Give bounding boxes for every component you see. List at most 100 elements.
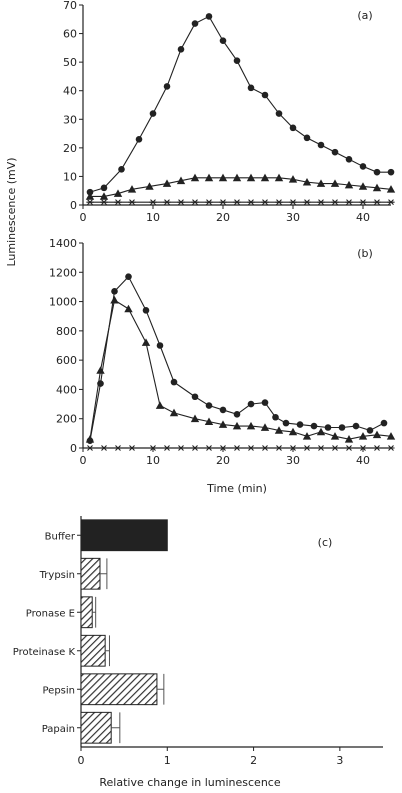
panel-b-y-tick-label: 0 xyxy=(70,442,77,455)
panel-c-error-bar xyxy=(111,712,121,744)
panel-a-series-triangle-point xyxy=(232,173,242,182)
panel-a-series-circle-point xyxy=(247,84,255,92)
panel-c-error-bar xyxy=(92,596,97,628)
panel-a-series-triangle-point xyxy=(344,180,354,189)
panel-a-series-triangle-point xyxy=(190,173,200,182)
panel-a-series-circle-point xyxy=(163,83,171,90)
panel-a-series-circle-point xyxy=(205,13,213,20)
panel-c-bar xyxy=(80,596,93,629)
panel-b-x-tick-label: 30 xyxy=(286,454,300,467)
panel-b-series-star-point xyxy=(128,445,136,451)
panel-b-series-triangle-point xyxy=(232,421,242,430)
panel-a-series-star-point xyxy=(205,199,213,206)
panel-a-series-star-point xyxy=(100,199,108,206)
panel-c-category-label: Pepsin xyxy=(43,685,76,696)
panel-b-series-triangle-point xyxy=(204,417,214,426)
panel-b-series-circle-point xyxy=(233,411,241,418)
panel-b-series-circle-point xyxy=(352,422,360,430)
panel-b-series-circle-line xyxy=(89,275,385,441)
panel-a-series-triangle-point xyxy=(113,189,123,197)
panel-c-x-tick-label: 1 xyxy=(164,754,171,767)
panel-b-series-star-point xyxy=(86,445,94,451)
panel-a-series-triangle-line xyxy=(90,177,392,197)
panel-a-y-tick-label: 20 xyxy=(63,142,77,155)
panel-a-series-circle-point xyxy=(219,37,227,45)
panel-a-series-star-point xyxy=(114,199,122,206)
panel-c-bar xyxy=(80,519,168,552)
panel-a-series-triangle-point xyxy=(85,192,95,200)
panel-b-x-tick-label: 40 xyxy=(356,454,370,467)
panel-a-y-tick-label: 40 xyxy=(63,85,77,98)
panel-b-series-circle-point xyxy=(261,399,269,406)
panel-c-error-bar xyxy=(99,558,108,590)
panel-b-series-triangle-point xyxy=(190,414,200,423)
panel-a-series-triangle-point xyxy=(246,173,256,182)
panel-a-series-star-point xyxy=(191,199,199,206)
panel-c-bar xyxy=(80,711,112,744)
panel-b-series-triangle-line xyxy=(89,299,392,440)
panel-b-x-tick-label: 0 xyxy=(80,454,87,467)
panel-a-series-circle-point xyxy=(261,91,269,99)
panel-b-series-circle-point xyxy=(272,413,279,421)
panel-b-series-circle-point xyxy=(324,424,332,431)
panel-b-series-star-point xyxy=(191,445,199,451)
panel-a-series-circle-point xyxy=(191,20,199,27)
panel-a-series-triangle-point xyxy=(316,179,326,187)
panel-c-bar xyxy=(80,673,158,706)
panel-b-x-tick-label: 20 xyxy=(216,454,230,467)
panel-b-series-star-point xyxy=(205,445,213,451)
panel-a-series-triangle-point xyxy=(204,173,214,182)
panel-b-panel-label: (b) xyxy=(357,247,373,260)
panel-a-series-star-point xyxy=(289,199,297,206)
panel-b-series-star-point xyxy=(359,445,367,451)
panel-b-series-triangle-point xyxy=(288,427,298,436)
panel-b-series-circle-point xyxy=(310,422,318,430)
panel-a-series-circle-point xyxy=(387,168,395,176)
panel-b-series-circle-point xyxy=(205,402,213,409)
panel-a-panel-label: (a) xyxy=(357,9,372,22)
panel-a-y-tick-label: 0 xyxy=(70,199,77,212)
panel-b-series-circle-point xyxy=(366,427,374,434)
panel-a-series-star-point xyxy=(303,199,311,206)
panel-c-x-tick-label: 2 xyxy=(250,754,257,767)
panel-b-series-triangle-point xyxy=(274,426,284,434)
panel-a-series-triangle-point xyxy=(218,173,228,182)
panel-b-series-star-point xyxy=(345,445,353,451)
panel-a-series-triangle-point xyxy=(127,185,137,193)
panel-a-x-tick-label: 0 xyxy=(80,211,87,224)
panel-b-series-triangle-point xyxy=(169,408,179,417)
panel-b-series-triangle-point xyxy=(316,427,326,436)
panel-a-series-circle-point xyxy=(289,124,297,132)
panel-c-chart: 0 1 2 3 Buffer Trypsin Pronase E Proteinase K Pe… xyxy=(13,516,383,789)
panel-a-series-star-point xyxy=(275,199,283,206)
panel-a-series-triangle-point xyxy=(162,179,172,187)
panel-b-series-triangle-point xyxy=(218,420,228,428)
panel-b-y-tick-label: 400 xyxy=(56,383,77,396)
panel-b-series-circle-point xyxy=(380,419,388,427)
panel-a-series-triangle-point xyxy=(260,173,270,182)
panel-b-y-tick-label: 800 xyxy=(56,325,77,338)
panel-a-y-tick-label: 10 xyxy=(63,170,77,183)
panel-a-x-tick-label: 10 xyxy=(146,211,160,224)
panel-a-series-circle-point xyxy=(135,135,143,143)
panel-b-series-triangle-point xyxy=(302,432,312,440)
panel-a-series-circle-point xyxy=(317,141,325,149)
panel-a-series-circle-point xyxy=(100,184,108,192)
panel-b-series-star-point xyxy=(373,445,381,451)
panel-c-panel-label: (c) xyxy=(318,536,333,549)
panel-b-series-triangle-point xyxy=(155,401,165,409)
panel-a-series-star-point xyxy=(331,199,339,206)
panel-b-series-star-point xyxy=(261,445,269,451)
panel-c-category-label: Buffer xyxy=(45,531,76,542)
panel-b-series-triangle-point xyxy=(330,432,340,440)
panel-b-series-circle-point xyxy=(296,421,304,428)
panel-b-series-triangle-point xyxy=(386,432,396,440)
panel-a-series-circle-line xyxy=(89,15,391,193)
panel-b-series-star-point xyxy=(177,445,185,451)
panel-a-series-circle-point xyxy=(149,110,157,117)
panel-c-category-label: Papain xyxy=(42,724,75,735)
panel-b-series-star-point xyxy=(331,445,339,451)
panel-c-x-tick-label: 0 xyxy=(78,754,85,767)
panel-b-x-tick-label: 10 xyxy=(146,454,160,467)
